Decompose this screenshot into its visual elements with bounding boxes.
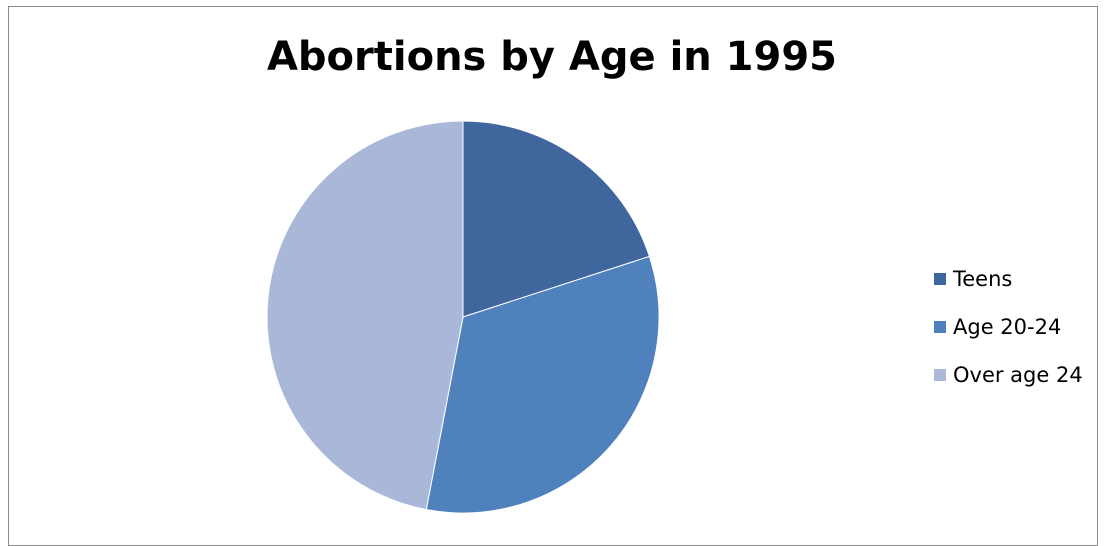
pie-slice-teens — [462, 120, 651, 318]
legend-swatch — [934, 273, 946, 285]
legend-item-teens: Teens — [934, 255, 1083, 303]
legend-item-age-20-24: Age 20-24 — [934, 303, 1083, 351]
pie-slice-over-age-24 — [266, 120, 464, 511]
legend-label: Teens — [953, 267, 1013, 291]
pie-slice-age-20-24 — [425, 255, 660, 514]
chart-legend: Teens Age 20-24 Over age 24 — [934, 255, 1083, 399]
legend-label: Age 20-24 — [953, 315, 1062, 339]
legend-label: Over age 24 — [953, 363, 1083, 387]
legend-swatch — [934, 369, 946, 381]
chart-title: Abortions by Age in 1995 — [266, 34, 838, 80]
legend-item-over-age-24: Over age 24 — [934, 351, 1083, 399]
legend-swatch — [934, 321, 946, 333]
